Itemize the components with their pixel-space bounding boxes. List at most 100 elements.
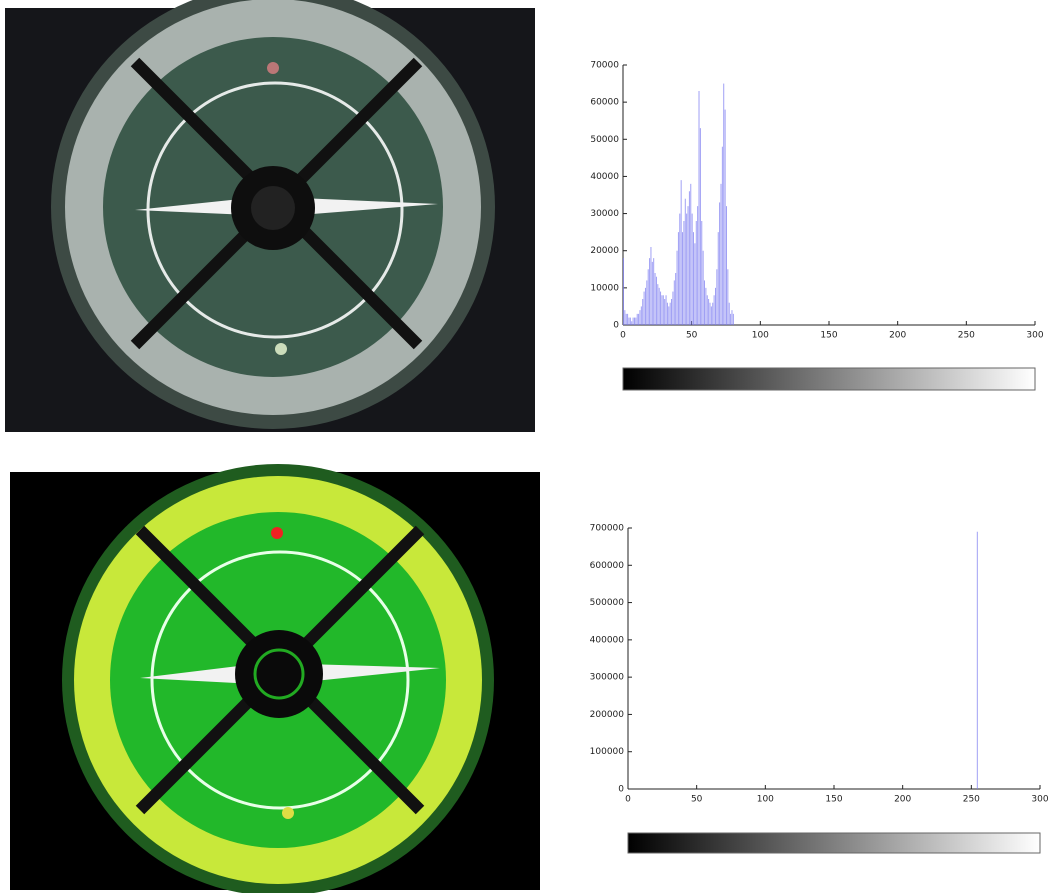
histogram-bar xyxy=(685,199,686,325)
x-tick-label: 50 xyxy=(691,795,703,805)
histogram-bar xyxy=(707,295,708,325)
histogram-bar xyxy=(627,314,628,325)
histogram-bar xyxy=(697,206,698,325)
x-tick-label: 250 xyxy=(958,331,975,341)
histogram-bar xyxy=(703,251,704,325)
histogram-bar xyxy=(675,273,676,325)
histogram-bar xyxy=(645,288,646,325)
histogram-bar xyxy=(641,306,642,325)
histogram-bar xyxy=(710,303,711,325)
histogram-bar xyxy=(690,184,691,325)
histogram-bar xyxy=(721,184,722,325)
y-tick-label: 40000 xyxy=(590,172,619,182)
histogram-bar xyxy=(696,221,697,325)
histogram-bar xyxy=(659,288,660,325)
histogram-bar xyxy=(701,221,702,325)
histogram-bar xyxy=(722,147,723,325)
histogram-bar xyxy=(718,232,719,325)
histogram-bar xyxy=(663,295,664,325)
histogram-bar xyxy=(650,247,651,325)
histogram-bar xyxy=(683,221,684,325)
histogram-bar xyxy=(626,314,627,325)
histogram-bar xyxy=(689,191,690,325)
histogram-bar xyxy=(661,295,662,325)
histogram-bar xyxy=(664,299,665,325)
histogram-bar xyxy=(667,303,668,325)
histogram-bar xyxy=(644,292,645,325)
x-tick-label: 0 xyxy=(625,795,631,805)
histogram-bar xyxy=(716,269,717,325)
histogram-bar xyxy=(723,84,724,325)
histogram-bar xyxy=(731,310,732,325)
histogram-bar xyxy=(657,284,658,325)
x-tick-label: 200 xyxy=(894,795,911,805)
histogram-bar xyxy=(656,277,657,325)
histogram-bar xyxy=(682,232,683,325)
histogram-bar xyxy=(714,295,715,325)
histogram-bar xyxy=(715,288,716,325)
camera-image-original xyxy=(5,0,535,432)
histogram-bar xyxy=(711,306,712,325)
histogram-bar xyxy=(635,318,636,325)
x-tick-label: 100 xyxy=(757,795,774,805)
histogram-bar xyxy=(977,532,978,789)
histogram-bar xyxy=(649,258,650,325)
histogram-bar xyxy=(652,262,653,325)
histogram-bar xyxy=(628,318,629,325)
histogram-bar xyxy=(681,180,682,325)
histogram-bar xyxy=(678,232,679,325)
histogram-bar xyxy=(670,303,671,325)
y-tick-label: 500000 xyxy=(590,598,625,608)
histogram-bar xyxy=(725,110,726,325)
y-tick-label: 60000 xyxy=(590,98,619,108)
histogram-bar xyxy=(686,214,687,325)
y-tick-label: 400000 xyxy=(590,635,625,645)
histogram-bar xyxy=(666,295,667,325)
histogram-bar xyxy=(693,232,694,325)
x-tick-label: 150 xyxy=(820,331,837,341)
histogram-bar xyxy=(633,318,634,325)
y-tick-label: 30000 xyxy=(590,209,619,219)
histogram-bar xyxy=(660,292,661,325)
histogram-bar xyxy=(638,314,639,325)
histogram-bar xyxy=(674,280,675,325)
x-tick-label: 250 xyxy=(963,795,980,805)
y-tick-label: 0 xyxy=(618,785,624,795)
histogram-bar xyxy=(733,314,734,325)
histogram-bar xyxy=(639,310,640,325)
histogram-bar xyxy=(704,280,705,325)
y-tick-label: 20000 xyxy=(590,246,619,256)
histogram-bar xyxy=(653,258,654,325)
histogram-bar xyxy=(719,202,720,325)
histogram-bar xyxy=(637,314,638,325)
histogram-bar xyxy=(679,214,680,325)
histogram-bar xyxy=(623,258,624,325)
y-tick-label: 600000 xyxy=(590,561,625,571)
x-tick-label: 200 xyxy=(889,331,906,341)
histogram-bar xyxy=(646,280,647,325)
histogram-bar xyxy=(631,321,632,325)
histogram-bar xyxy=(677,251,678,325)
y-tick-label: 10000 xyxy=(590,283,619,293)
y-tick-label: 300000 xyxy=(590,673,625,683)
colorbar xyxy=(623,368,1035,390)
histogram-bar xyxy=(708,299,709,325)
histogram-bar xyxy=(634,318,635,325)
page: 0100002000030000400005000060000700000501… xyxy=(0,0,1048,893)
camera-image-processed xyxy=(10,464,540,893)
y-tick-label: 100000 xyxy=(590,747,625,757)
histogram-bar xyxy=(688,206,689,325)
histogram-bar xyxy=(726,206,727,325)
histogram-bar xyxy=(699,91,700,325)
histogram-bar xyxy=(655,273,656,325)
histogram-bar xyxy=(700,128,701,325)
x-tick-label: 100 xyxy=(752,331,769,341)
histogram-bar xyxy=(692,214,693,325)
histogram-bar xyxy=(694,243,695,325)
histogram-bar xyxy=(727,269,728,325)
histogram-bar xyxy=(648,269,649,325)
histogram-bar xyxy=(705,288,706,325)
figure: 0100002000030000400005000060000700000501… xyxy=(0,0,1048,893)
x-tick-label: 50 xyxy=(686,331,698,341)
x-tick-label: 300 xyxy=(1031,795,1048,805)
